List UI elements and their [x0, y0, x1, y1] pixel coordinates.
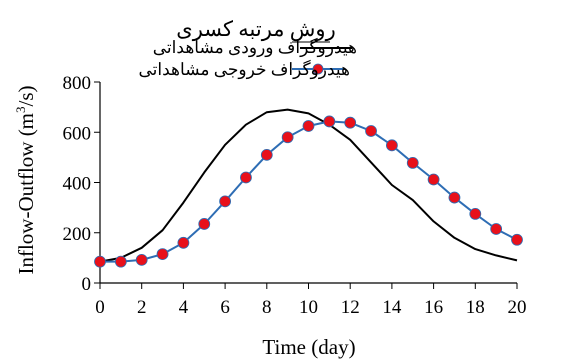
chart-title: روش مرتبه کسری: [176, 17, 335, 42]
data-point: [490, 223, 503, 235]
data-point: [135, 253, 148, 266]
data-point: [260, 148, 273, 161]
y-tick-label: 800: [63, 73, 92, 94]
legend-label-inflow: هیدروگراف ورودی مشاهداتی: [153, 37, 357, 58]
data-point: [406, 157, 419, 169]
data-point: [281, 131, 294, 144]
data-point: [365, 125, 377, 137]
data-point: [469, 208, 482, 220]
y-tick-label: 600: [63, 123, 92, 144]
x-tick-label: 12: [341, 297, 360, 318]
x-tick-label: 4: [179, 297, 189, 318]
x-tick-label: 20: [508, 297, 527, 318]
x-tick-label: 16: [424, 297, 443, 318]
x-tick-label: 18: [466, 297, 485, 318]
x-tick-label: 6: [220, 297, 230, 318]
data-point: [323, 115, 336, 128]
x-tick-label: 2: [137, 297, 147, 318]
data-point: [511, 233, 523, 246]
x-tick-label: 10: [299, 297, 318, 318]
data-point: [427, 173, 440, 186]
data-point: [177, 236, 190, 249]
data-point: [156, 248, 169, 261]
x-tick-label: 0: [95, 297, 105, 318]
x-tick-label: 8: [262, 297, 272, 318]
data-point: [240, 171, 252, 184]
x-tick-label: 14: [382, 297, 402, 318]
y-axis-label-end: /s): [14, 85, 38, 106]
legend-label-outflow: هیدروگراف خروجی مشاهداتی: [139, 59, 351, 80]
data-point: [302, 120, 315, 132]
series-inflow: [99, 108, 518, 263]
series-line: [100, 120, 518, 263]
axes: 0 200 400 600 800 0 2 4 6 8 10 12 14 16 18 20: [63, 73, 527, 318]
data-point: [344, 116, 357, 129]
y-axis-label-base: Inflow-Outflow (m: [14, 113, 38, 275]
data-point: [448, 191, 461, 204]
data-point: [219, 195, 232, 208]
y-axis-label-sup: 3: [13, 106, 28, 113]
data-point: [114, 255, 127, 268]
legend-marker-outflow: [312, 63, 324, 75]
y-axis-label: Inflow-Outflow (m3/s): [13, 85, 38, 274]
data-point: [94, 255, 106, 268]
series-outflow: [94, 115, 523, 268]
y-tick-label: 0: [82, 274, 92, 295]
data-point: [198, 218, 211, 230]
series-layer: [94, 108, 523, 268]
y-tick-label: 400: [63, 174, 92, 195]
y-tick-label: 200: [63, 224, 92, 245]
data-point: [385, 139, 398, 152]
x-axis-label: Time (day): [262, 335, 355, 359]
series-line: [99, 108, 518, 263]
legend: هیدروگراف ورودی مشاهداتی هیدروگراف خروجی…: [139, 37, 358, 80]
